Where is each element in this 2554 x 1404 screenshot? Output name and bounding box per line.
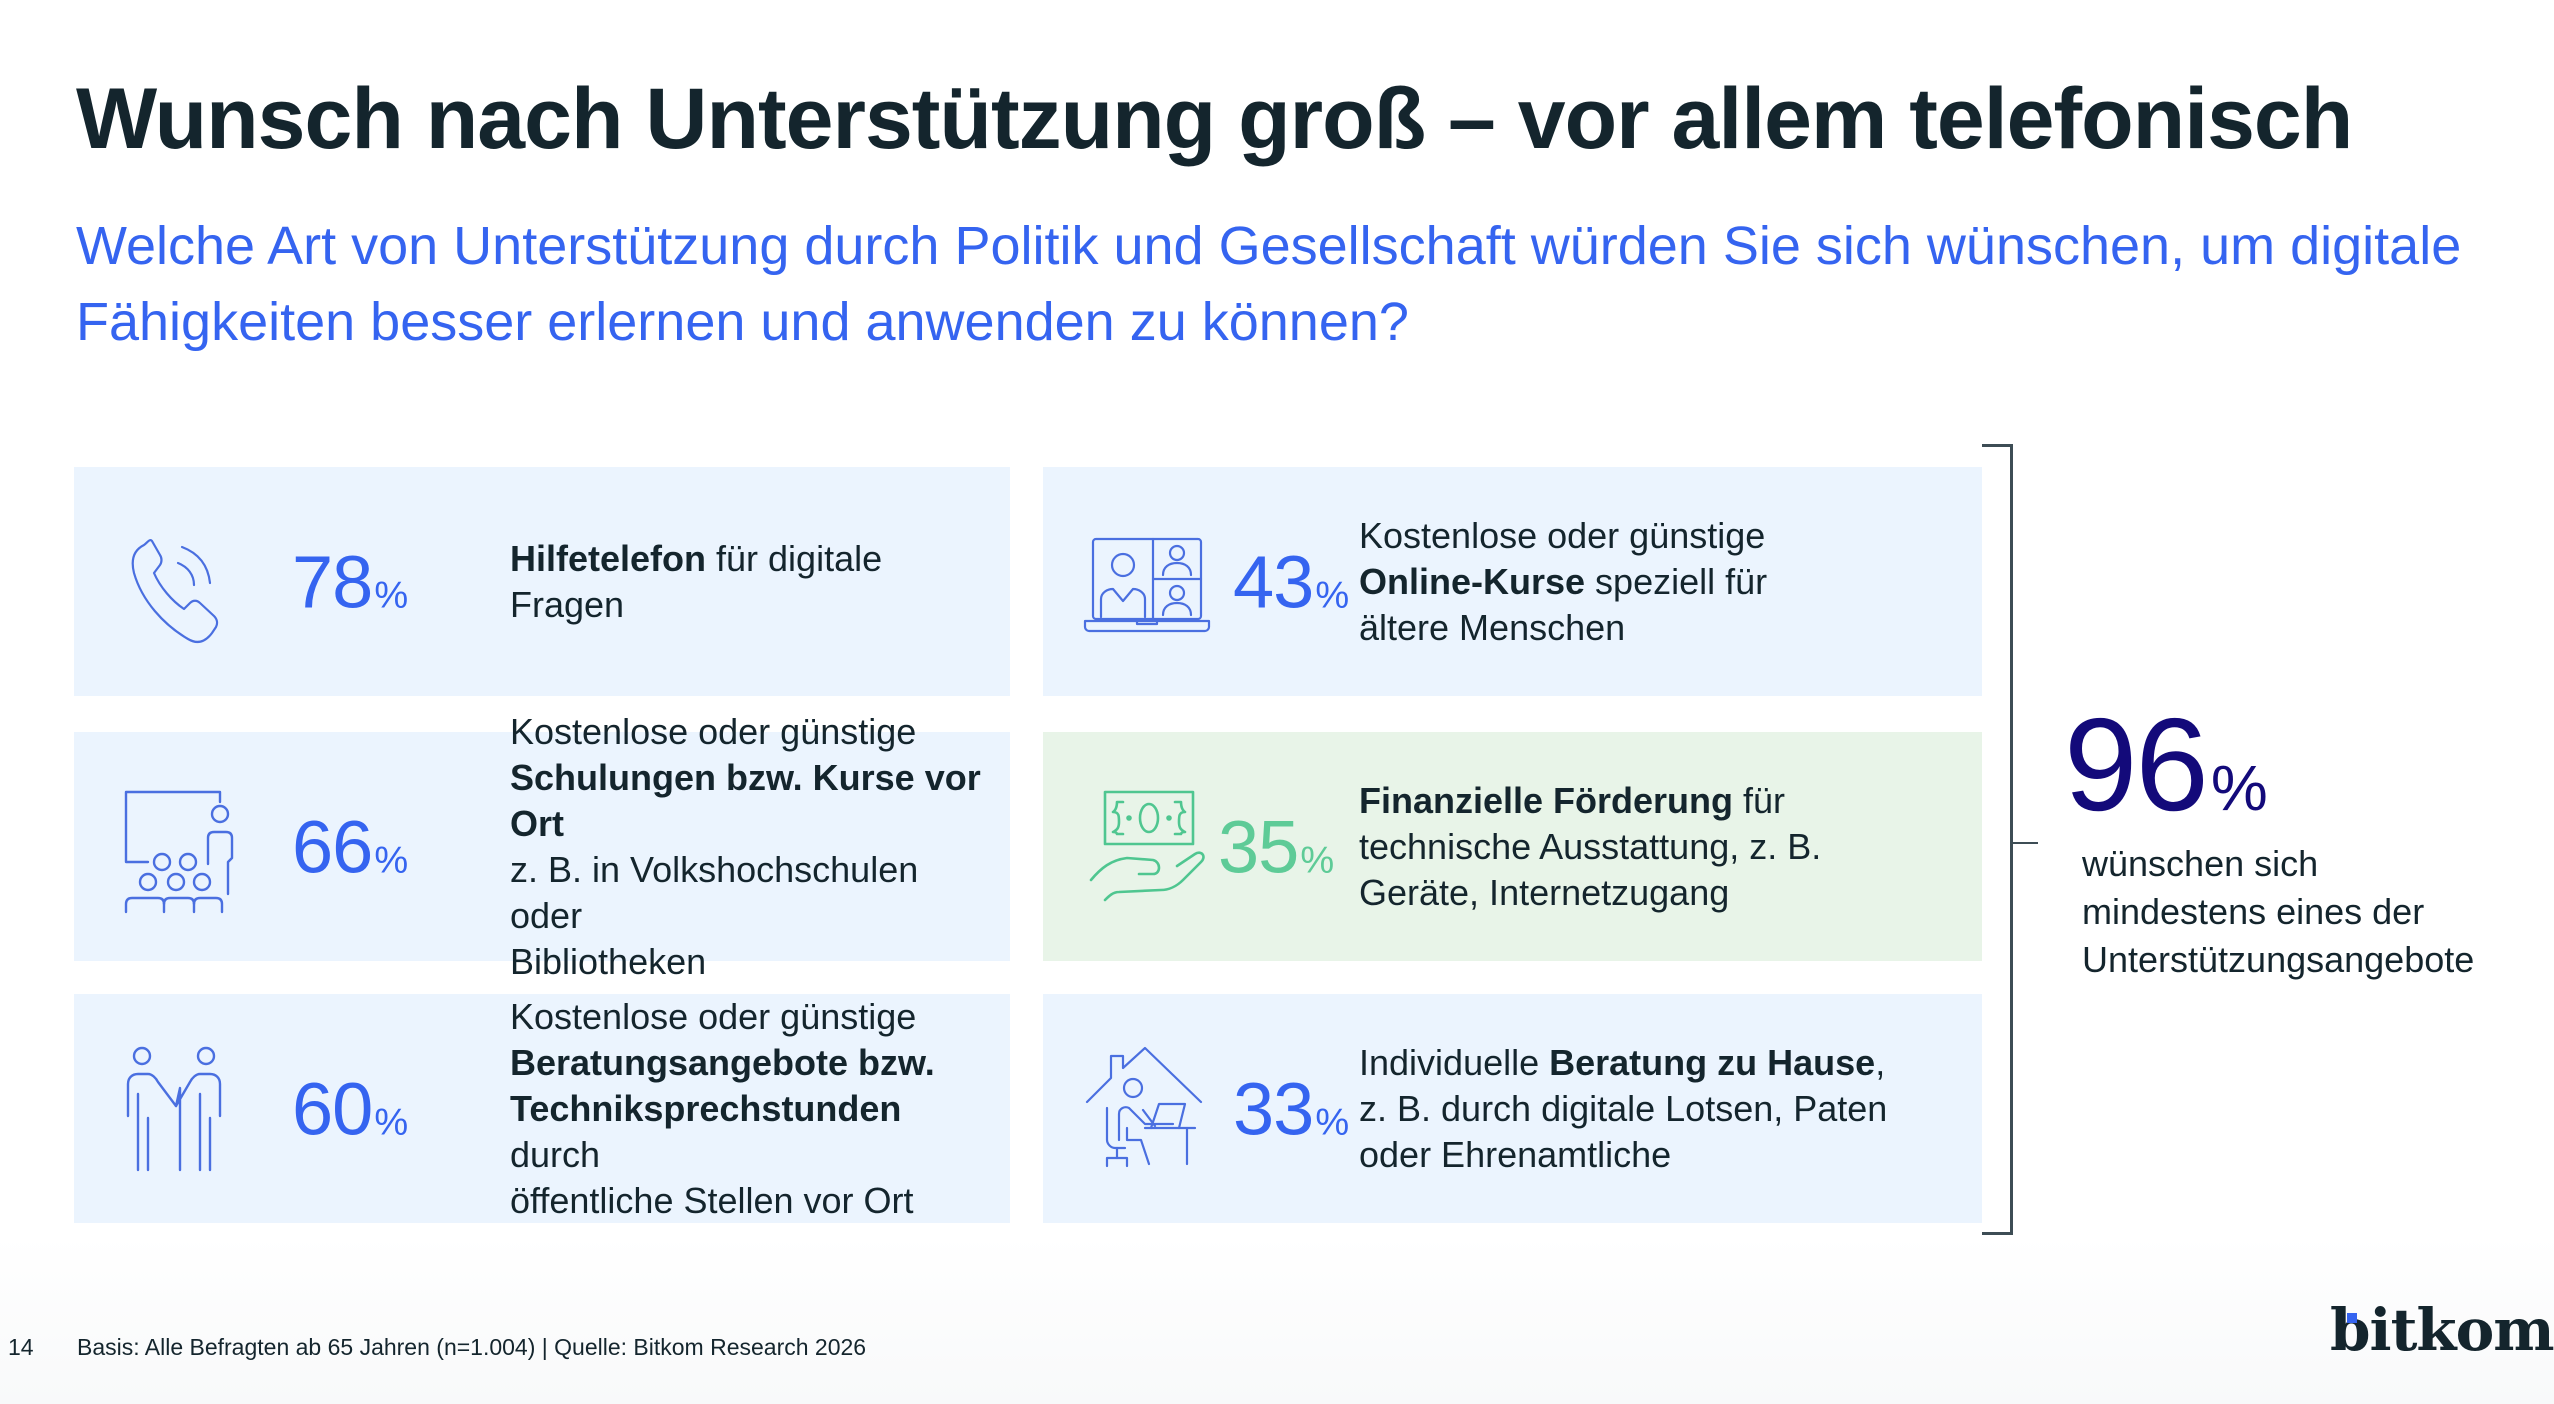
survey-question: Welche Art von Unterstützung durch Polit…	[76, 216, 2462, 352]
card-finanzielle-foerderung: 35% Finanzielle Förderung für technische …	[1043, 732, 1982, 961]
emphasis-text: Schulungen bzw. Kurse vor Ort	[510, 756, 981, 844]
emphasis-text: Finanzielle Förderung	[1359, 779, 1734, 821]
bitkom-logo: bitkom	[2330, 1296, 2554, 1364]
description-line: oder Ehrenamtliche	[1359, 1132, 1919, 1178]
regular-text: Kostenlose oder günstige	[510, 710, 917, 752]
card-description: Kostenlose oder günstige Beratungsangebot…	[510, 994, 1000, 1224]
regular-text: oder Ehrenamtliche	[1359, 1133, 1672, 1175]
percentage: 60%	[292, 1067, 408, 1150]
video-call-laptop-icon	[1083, 517, 1213, 647]
card-beratungsangebote: 60% Kostenlose oder günstige Beratungsang…	[74, 994, 1010, 1223]
description-line: öffentliche Stellen vor Ort	[510, 1178, 1000, 1224]
description-line: Bibliotheken	[510, 939, 1000, 985]
description-line: Finanzielle Förderung für	[1359, 778, 1919, 824]
classroom-icon	[114, 782, 244, 913]
regular-text: technische Ausstattung, z. B.	[1359, 825, 1822, 867]
bracket-line	[2010, 842, 2038, 844]
card-description: Individuelle Beratung zu Hause, z. B. dur…	[1359, 1040, 1919, 1178]
percentage: 33%	[1233, 1067, 1349, 1150]
description-line: Geräte, Internetzugang	[1359, 870, 1919, 916]
regular-text: Kostenlose oder günstige	[1359, 514, 1766, 556]
description-line: Kostenlose oder günstige	[510, 994, 1000, 1040]
regular-text: öffentliche Stellen vor Ort	[510, 1179, 914, 1221]
home-office-icon	[1083, 1044, 1213, 1174]
regular-text: speziell für	[1585, 560, 1768, 602]
bracket-line	[1982, 444, 2012, 447]
description-line: Beratungsangebote bzw.	[510, 1040, 1000, 1086]
regular-text: für digitale	[706, 537, 883, 579]
description-line: z. B. in Volkshochschulen oder	[510, 847, 1000, 939]
percentage: 66%	[292, 805, 408, 888]
summary-description: wünschen sich mindestens eines der Unter…	[2082, 840, 2552, 984]
percentage: 78%	[292, 540, 408, 623]
regular-text: ältere Menschen	[1359, 606, 1626, 648]
emphasis-text: Online-Kurse	[1359, 560, 1586, 602]
bracket-line	[1982, 1232, 2012, 1235]
regular-text: durch	[510, 1133, 601, 1175]
description-line: Kostenlose oder günstige	[510, 709, 1000, 755]
summary-line: wünschen sich	[2082, 843, 2319, 884]
money-hand-icon	[1083, 782, 1213, 912]
description-line: Schulungen bzw. Kurse vor Ort	[510, 755, 1000, 847]
card-schulungen: 66% Kostenlose oder günstige Schulungen b…	[74, 711, 1010, 982]
regular-text: Bibliotheken	[510, 940, 707, 982]
description-line: ältere Menschen	[1359, 605, 1919, 651]
description-line: z. B. durch digitale Lotsen, Paten	[1359, 1086, 1919, 1132]
description-line: Hilfetelefon für digitale	[510, 536, 1000, 582]
source-note: Basis: Alle Befragten ab 65 Jahren (n=1.…	[77, 1334, 867, 1360]
emphasis-text: Hilfetelefon	[510, 537, 707, 579]
regular-text: Kostenlose oder günstige	[510, 995, 917, 1037]
percentage: 43%	[1233, 540, 1349, 623]
regular-text: z. B. durch digitale Lotsen, Paten	[1359, 1087, 1888, 1129]
emphasis-text: Beratung zu Hause	[1549, 1041, 1876, 1083]
page-title: Wunsch nach Unterstützung groß – vor all…	[76, 71, 2353, 167]
card-description: Kostenlose oder günstige Schulungen bzw. …	[510, 709, 1000, 985]
percentage: 35%	[1218, 805, 1334, 888]
description-line: Online-Kurse speziell für	[1359, 559, 1919, 605]
emphasis-text: Beratungsangebote bzw.	[510, 1041, 935, 1083]
card-description: Hilfetelefon für digitale Fragen	[510, 536, 1000, 628]
description-line: Kostenlose oder günstige	[1359, 513, 1919, 559]
regular-text: ,	[1875, 1041, 1886, 1083]
description-line: Techniksprechstunden durch	[510, 1086, 1000, 1178]
summary-percentage: 96%	[2064, 691, 2268, 838]
regular-text: Geräte, Internetzugang	[1359, 871, 1730, 913]
logo-dot	[2347, 1313, 2357, 1323]
regular-text: Fragen	[510, 583, 625, 625]
description-line: Individuelle Beratung zu Hause,	[1359, 1040, 1919, 1086]
summary-line: mindestens eines der	[2082, 891, 2425, 932]
regular-text: z. B. in Volkshochschulen oder	[510, 848, 919, 936]
card-online-kurse: 43% Kostenlose oder günstige Online-Kurse…	[1043, 467, 1982, 696]
bracket-line	[2010, 444, 2013, 1235]
phone-icon	[114, 517, 244, 647]
summary-line: Unterstützungsangebote	[2082, 939, 2475, 980]
card-hilfetelefon: 78% Hilfetelefon für digitale Fragen	[74, 467, 1010, 696]
regular-text: Individuelle	[1359, 1041, 1550, 1083]
emphasis-text: Techniksprechstunden	[510, 1087, 902, 1129]
card-description: Finanzielle Förderung für technische Auss…	[1359, 778, 1919, 916]
regular-text: für	[1733, 779, 1786, 821]
card-description: Kostenlose oder günstige Online-Kurse spe…	[1359, 513, 1919, 651]
description-line: Fragen	[510, 582, 1000, 628]
card-beratung-zu-hause: 33% Individuelle Beratung zu Hause, z. B.…	[1043, 994, 1982, 1223]
handshake-people-icon	[114, 1044, 244, 1174]
page-number: 14	[8, 1334, 34, 1360]
description-line: technische Ausstattung, z. B.	[1359, 824, 1919, 870]
